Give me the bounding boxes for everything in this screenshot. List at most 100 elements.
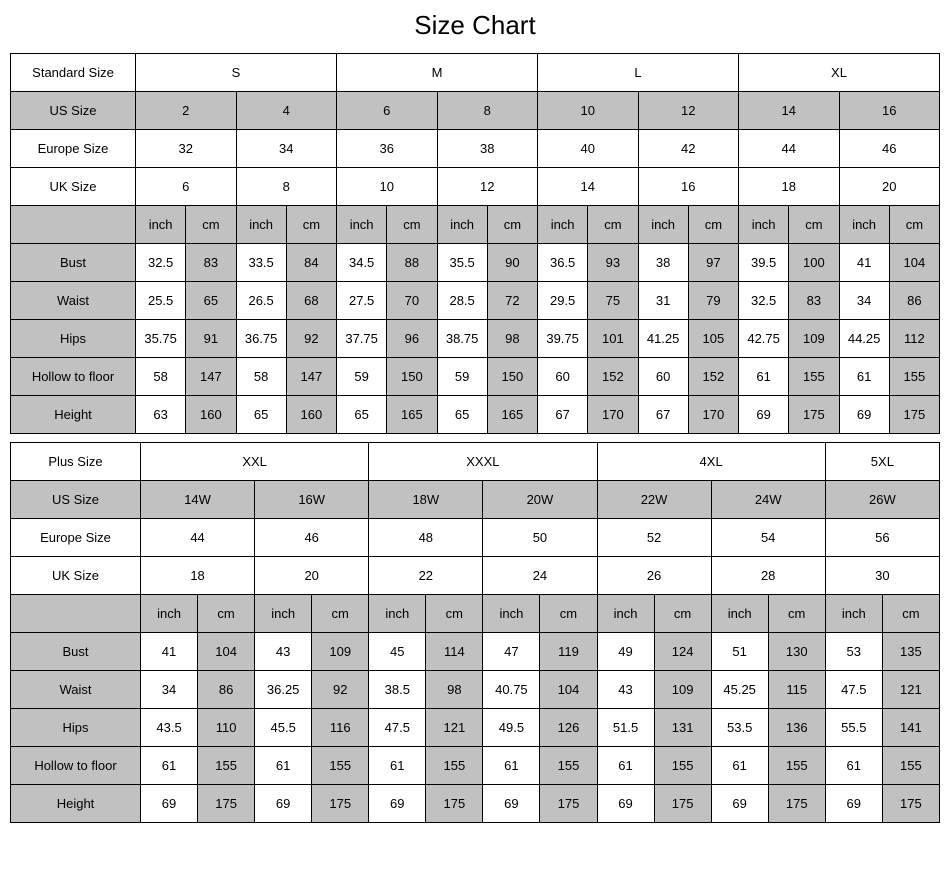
empty-cell xyxy=(11,595,141,633)
measurement-cell: 61 xyxy=(711,747,768,785)
measurement-label: Bust xyxy=(11,633,141,671)
measurement-cell: 43 xyxy=(597,671,654,709)
uk-size-cell: 6 xyxy=(136,168,237,206)
uk-size-cell: 8 xyxy=(236,168,337,206)
unit-header: inch xyxy=(236,206,286,244)
measurement-cell: 49.5 xyxy=(483,709,540,747)
measurement-cell: 55.5 xyxy=(825,709,882,747)
measurement-cell: 92 xyxy=(286,320,336,358)
measurement-cell: 175 xyxy=(789,396,839,434)
eu-size-label: Europe Size xyxy=(11,519,141,557)
measurement-cell: 131 xyxy=(654,709,711,747)
measurement-cell: 152 xyxy=(688,358,738,396)
measurement-cell: 69 xyxy=(711,785,768,823)
measurement-cell: 86 xyxy=(198,671,255,709)
measurement-cell: 147 xyxy=(186,358,236,396)
measurement-cell: 83 xyxy=(789,282,839,320)
unit-header: inch xyxy=(337,206,387,244)
measurement-cell: 61 xyxy=(141,747,198,785)
measurement-cell: 61 xyxy=(825,747,882,785)
eu-size-label: Europe Size xyxy=(11,130,136,168)
uk-size-cell: 16 xyxy=(638,168,739,206)
unit-header: inch xyxy=(638,206,688,244)
measurement-cell: 126 xyxy=(540,709,597,747)
measurement-cell: 49 xyxy=(597,633,654,671)
size-header: XL xyxy=(739,54,940,92)
measurement-cell: 155 xyxy=(654,747,711,785)
measurement-cell: 47 xyxy=(483,633,540,671)
unit-header: cm xyxy=(789,206,839,244)
measurement-cell: 67 xyxy=(538,396,588,434)
table-row: Height6917569175691756917569175691756917… xyxy=(11,785,940,823)
unit-header: inch xyxy=(597,595,654,633)
measurement-cell: 69 xyxy=(825,785,882,823)
uk-size-cell: 20 xyxy=(255,557,369,595)
unit-header: inch xyxy=(711,595,768,633)
eu-size-cell: 32 xyxy=(136,130,237,168)
table-row: Height6316065160651656516567170671706917… xyxy=(11,396,940,434)
measurement-cell: 59 xyxy=(337,358,387,396)
measurement-cell: 65 xyxy=(437,396,487,434)
measurement-cell: 47.5 xyxy=(825,671,882,709)
unit-header: cm xyxy=(688,206,738,244)
measurement-cell: 60 xyxy=(638,358,688,396)
measurement-cell: 121 xyxy=(426,709,483,747)
measurement-cell: 26.5 xyxy=(236,282,286,320)
measurement-cell: 61 xyxy=(597,747,654,785)
eu-size-cell: 50 xyxy=(483,519,597,557)
table-row: Hollow to floor6115561155611556115561155… xyxy=(11,747,940,785)
measurement-cell: 150 xyxy=(387,358,437,396)
measurement-cell: 39.5 xyxy=(739,244,789,282)
plus-size-label: Plus Size xyxy=(11,443,141,481)
page-title: Size Chart xyxy=(10,10,940,41)
table-row: Plus Size XXL XXXL 4XL 5XL xyxy=(11,443,940,481)
eu-size-cell: 36 xyxy=(337,130,438,168)
measurement-label: Bust xyxy=(11,244,136,282)
measurement-cell: 42.75 xyxy=(739,320,789,358)
uk-size-cell: 18 xyxy=(141,557,255,595)
table-row: US Size 2 4 6 8 10 12 14 16 xyxy=(11,92,940,130)
measurement-cell: 109 xyxy=(312,633,369,671)
size-header: XXL xyxy=(141,443,369,481)
unit-header: cm xyxy=(654,595,711,633)
measurement-cell: 65 xyxy=(236,396,286,434)
measurement-cell: 32.5 xyxy=(739,282,789,320)
measurement-cell: 27.5 xyxy=(337,282,387,320)
eu-size-cell: 44 xyxy=(141,519,255,557)
uk-size-cell: 20 xyxy=(839,168,940,206)
measurement-cell: 61 xyxy=(839,358,889,396)
measurement-cell: 36.75 xyxy=(236,320,286,358)
measurement-label: Hips xyxy=(11,709,141,747)
measurement-cell: 165 xyxy=(387,396,437,434)
measurement-cell: 116 xyxy=(312,709,369,747)
measurement-cell: 69 xyxy=(369,785,426,823)
measurement-cell: 69 xyxy=(141,785,198,823)
unit-header: cm xyxy=(198,595,255,633)
measurement-cell: 92 xyxy=(312,671,369,709)
measurement-cell: 97 xyxy=(688,244,738,282)
measurement-cell: 155 xyxy=(768,747,825,785)
eu-size-cell: 44 xyxy=(739,130,840,168)
table-row: UK Size 6 8 10 12 14 16 18 20 xyxy=(11,168,940,206)
unit-header: inch xyxy=(255,595,312,633)
measurement-cell: 39.75 xyxy=(538,320,588,358)
measurement-cell: 90 xyxy=(487,244,537,282)
measurement-cell: 43.5 xyxy=(141,709,198,747)
measurement-cell: 98 xyxy=(487,320,537,358)
measurement-label: Hollow to floor xyxy=(11,747,141,785)
measurement-cell: 104 xyxy=(540,671,597,709)
measurement-cell: 104 xyxy=(889,244,939,282)
measurement-cell: 105 xyxy=(688,320,738,358)
us-size-cell: 8 xyxy=(437,92,538,130)
table-row: Hips35.759136.759237.759638.759839.75101… xyxy=(11,320,940,358)
measurement-cell: 93 xyxy=(588,244,638,282)
measurement-cell: 61 xyxy=(369,747,426,785)
measurement-cell: 28.5 xyxy=(437,282,487,320)
measurement-cell: 112 xyxy=(889,320,939,358)
unit-header: cm xyxy=(588,206,638,244)
us-size-cell: 22W xyxy=(597,481,711,519)
measurement-cell: 65 xyxy=(186,282,236,320)
measurement-cell: 155 xyxy=(198,747,255,785)
measurement-cell: 170 xyxy=(588,396,638,434)
table-row: UK Size 18 20 22 24 26 28 30 xyxy=(11,557,940,595)
